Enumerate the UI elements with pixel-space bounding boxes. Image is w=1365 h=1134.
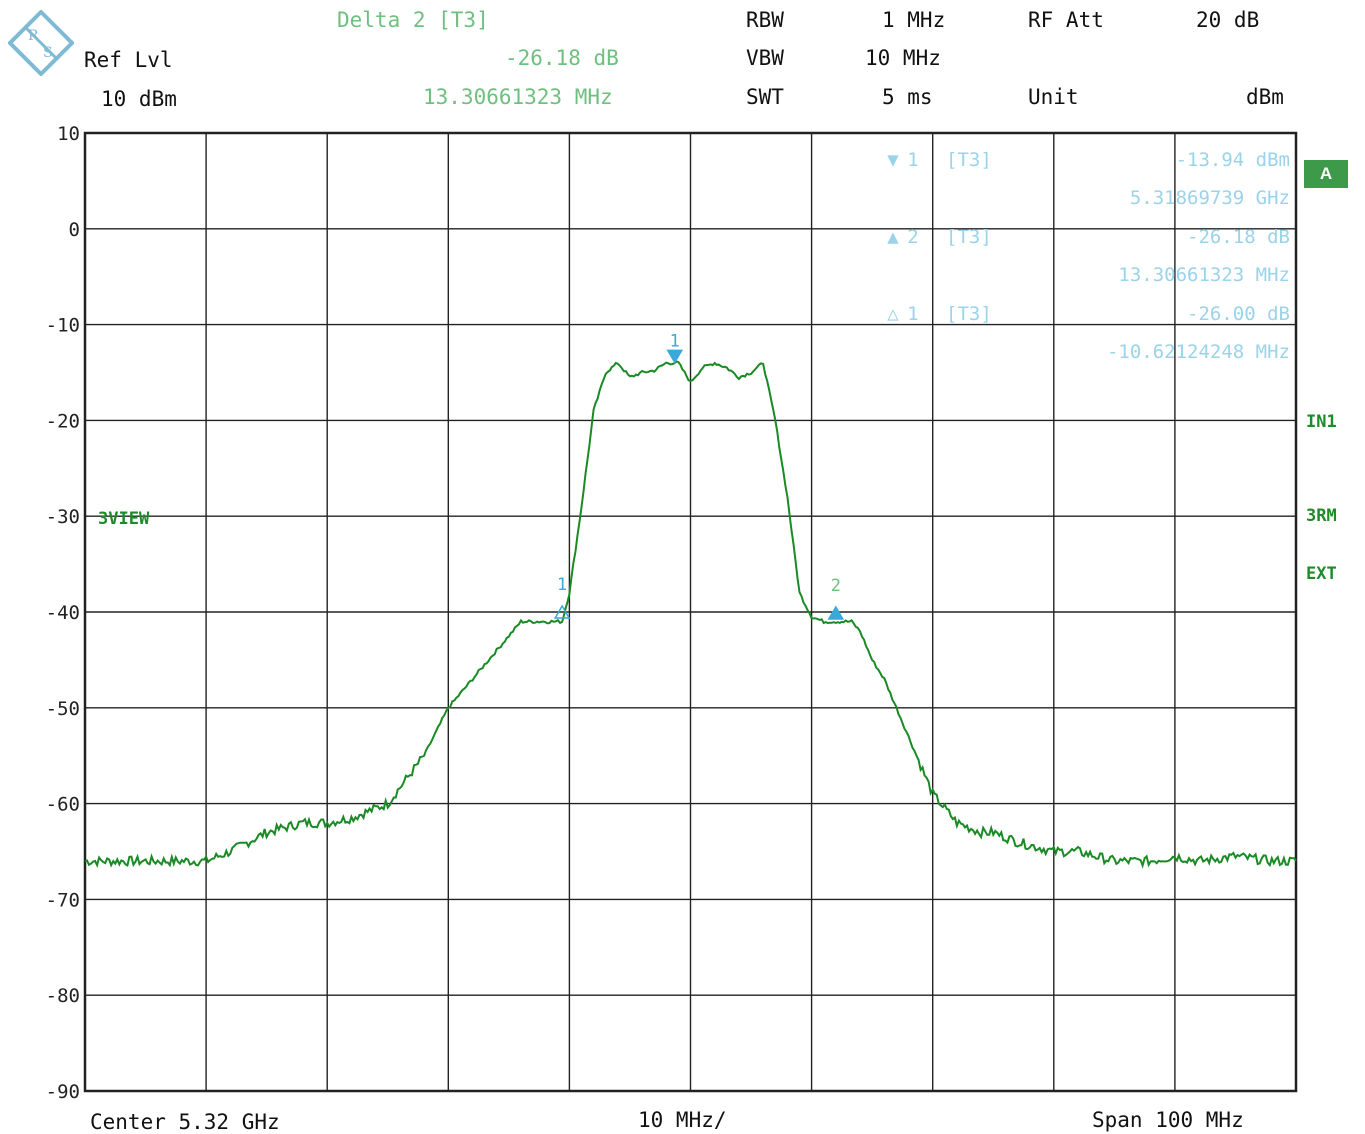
svg-text:S: S	[43, 45, 53, 61]
swt-value: 5 ms	[882, 85, 933, 109]
marker-table-number: 1	[907, 149, 918, 171]
marker-3-label: 1	[557, 575, 567, 595]
marker-table-trace: [T3]	[946, 303, 992, 325]
trace-mode-indicator: 3RM	[1306, 506, 1337, 526]
frequency-per-division: 10 MHz/	[638, 1108, 727, 1132]
delta-marker-value: -26.18 dB	[505, 46, 619, 70]
rf-att-label: RF Att	[1028, 8, 1104, 32]
marker-table-frequency: 13.30661323 MHz	[1118, 264, 1290, 286]
marker-table-number: 1	[907, 303, 918, 325]
unit-label: Unit	[1028, 85, 1079, 109]
y-tick-label: -90	[46, 1081, 80, 1103]
svg-text:R: R	[28, 28, 39, 44]
trace-a-badge: A	[1304, 160, 1348, 188]
marker-table-trace: [T3]	[946, 226, 992, 248]
rf-att-value: 20 dB	[1196, 8, 1260, 32]
spectrum-trace	[84, 360, 1297, 869]
swt-label: SWT	[746, 85, 784, 109]
ref-level-value: 10 dBm	[101, 87, 177, 111]
vbw-label: VBW	[746, 46, 784, 70]
unit-value: dBm	[1246, 85, 1284, 109]
vbw-value: 10 MHz	[865, 46, 941, 70]
marker-table-frequency: -10.62124248 MHz	[1107, 341, 1290, 363]
marker-table-number: 2	[907, 226, 918, 248]
marker-table-symbol: ▼	[887, 149, 899, 171]
rohde-schwarz-logo: R S	[8, 10, 74, 76]
marker-table-symbol: △	[887, 303, 899, 325]
y-tick-label: -30	[46, 506, 80, 528]
y-tick-label: 0	[69, 219, 80, 241]
y-tick-label: -40	[46, 602, 80, 624]
rbw-value: 1 MHz	[882, 8, 946, 32]
y-tick-label: -60	[46, 794, 80, 816]
ref-level-label: Ref Lvl	[84, 48, 173, 72]
frequency-span: Span 100 MHz	[1092, 1108, 1244, 1132]
y-tick-label: 10	[57, 123, 80, 145]
center-frequency: Center 5.32 GHz	[90, 1110, 280, 1134]
marker-1-symbol	[666, 349, 684, 364]
marker-2-symbol	[827, 605, 845, 620]
rbw-label: RBW	[746, 8, 784, 32]
marker-1-label: 1	[670, 331, 680, 351]
marker-table-trace: [T3]	[946, 149, 992, 171]
input-indicator: IN1	[1306, 412, 1337, 432]
marker-table-symbol: ▲	[887, 226, 899, 248]
external-reference-indicator: EXT	[1306, 564, 1337, 584]
y-tick-label: -70	[46, 889, 80, 911]
y-tick-label: -20	[46, 410, 80, 432]
marker-table-level: -26.18 dB	[1187, 226, 1290, 248]
marker-2-label: 2	[831, 576, 841, 596]
y-tick-label: -80	[46, 985, 80, 1007]
marker-3-symbol	[553, 604, 571, 619]
delta-marker-frequency: 13.30661323 MHz	[423, 85, 613, 109]
trace-view-label: 3VIEW	[98, 509, 150, 529]
marker-table-level: -26.00 dB	[1187, 303, 1290, 325]
marker-table-frequency: 5.31869739 GHz	[1130, 187, 1290, 209]
y-tick-label: -10	[46, 315, 80, 337]
delta-marker-label: Delta 2 [T3]	[337, 8, 489, 32]
marker-table-level: -13.94 dBm	[1176, 149, 1290, 171]
y-tick-label: -50	[46, 698, 80, 720]
